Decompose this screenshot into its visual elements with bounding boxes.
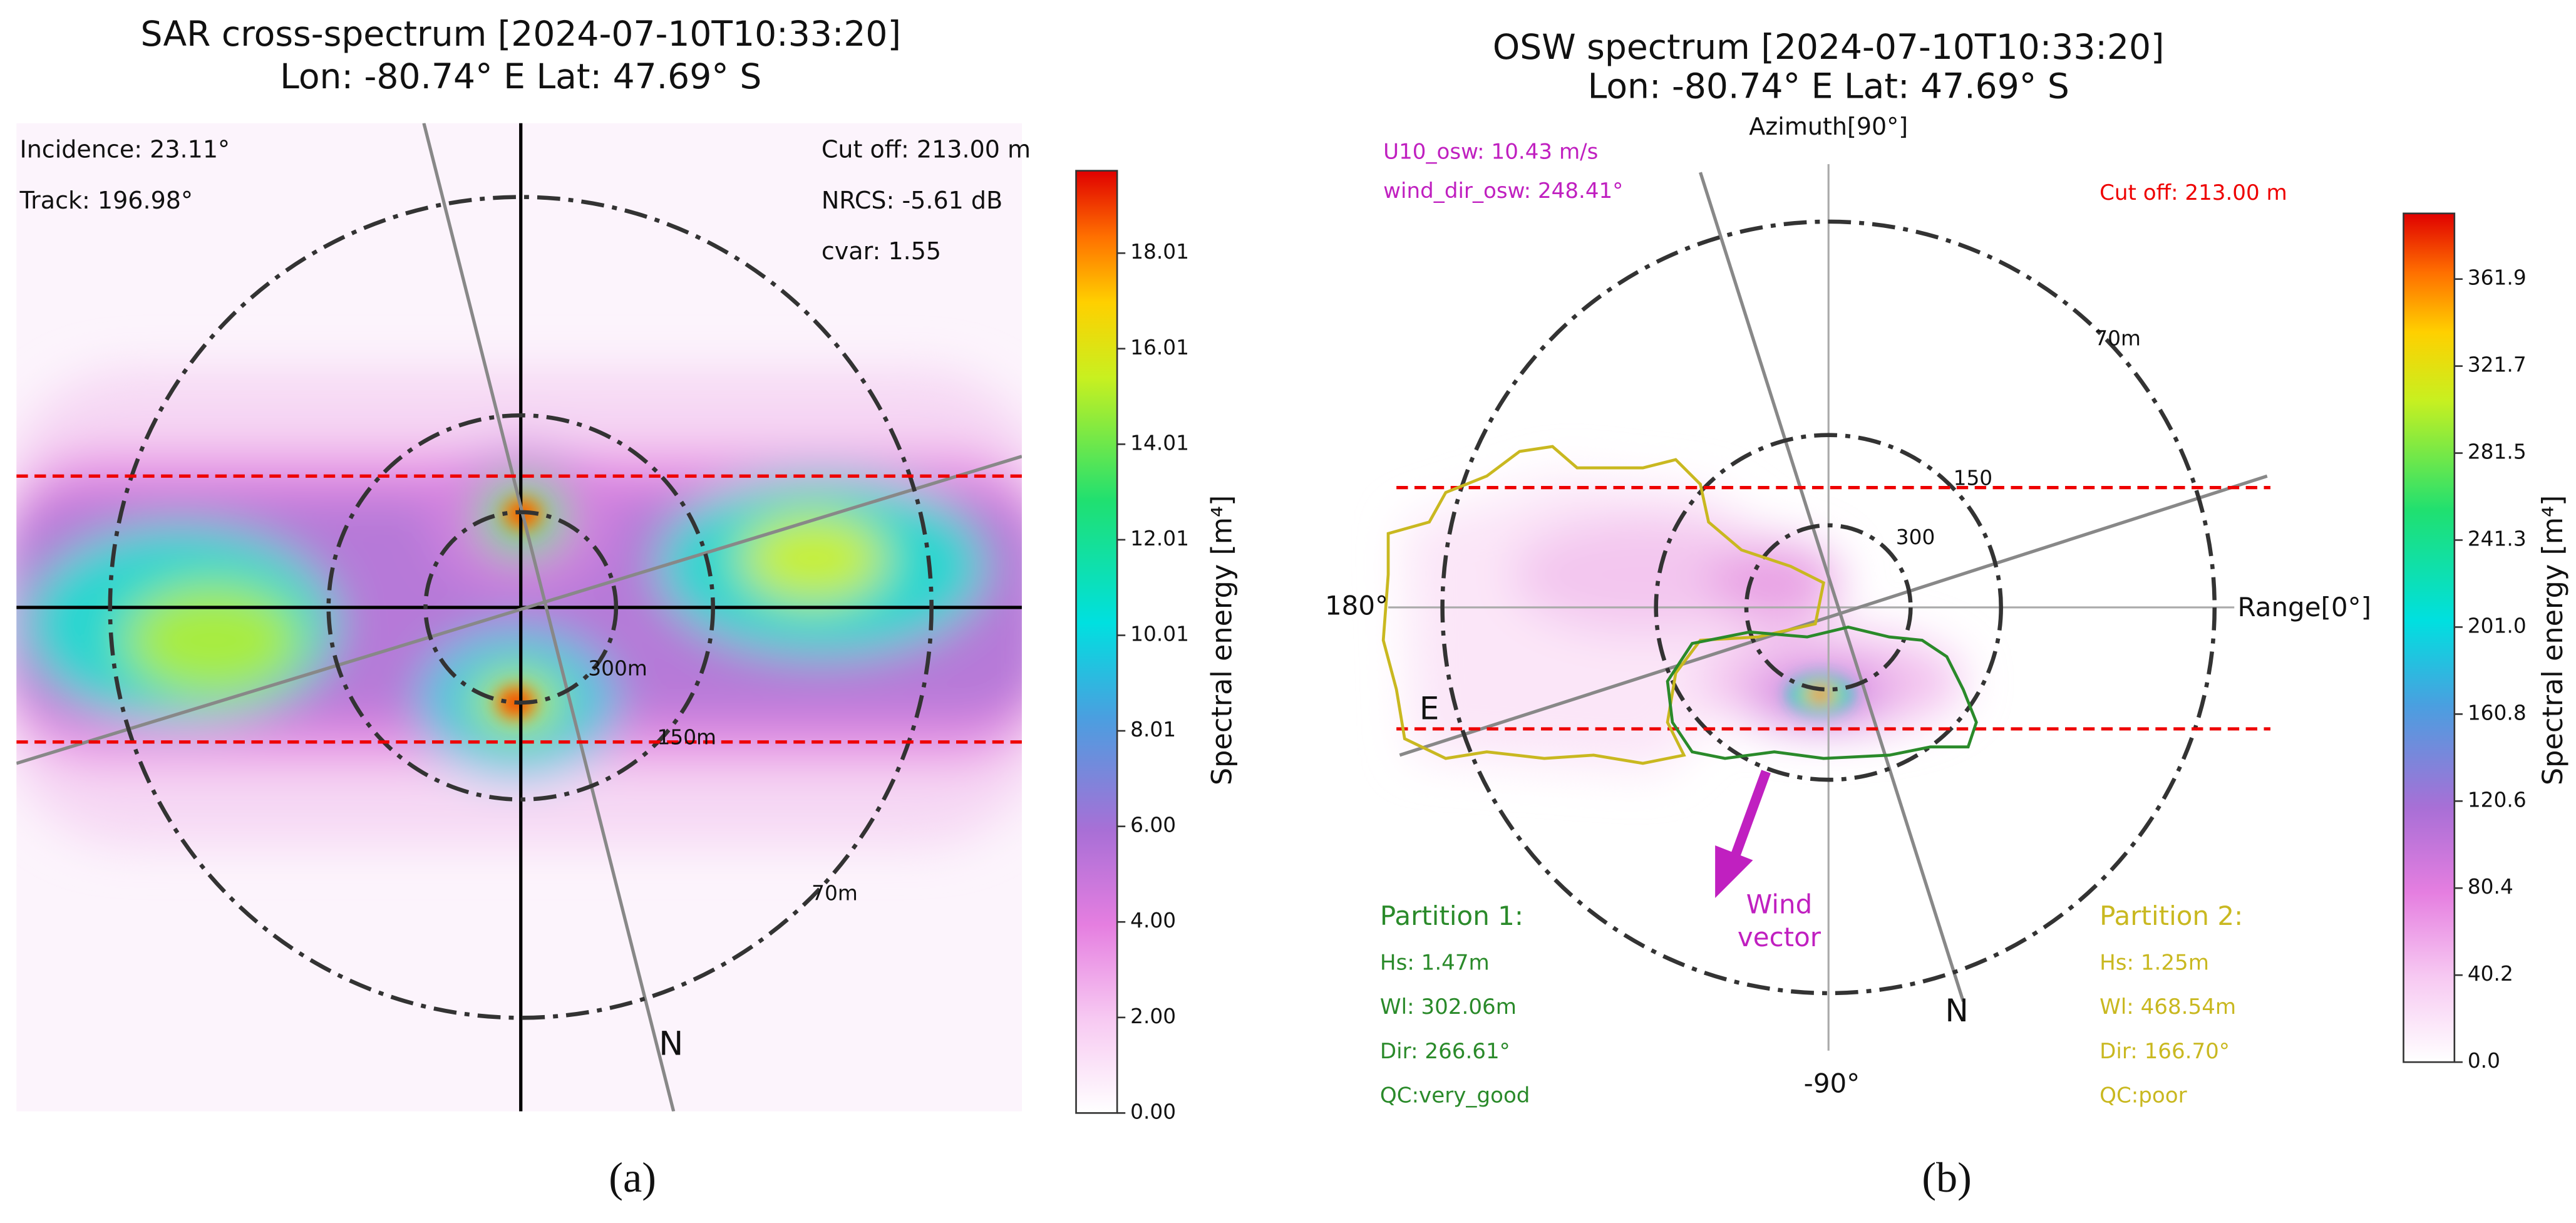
colorbar-tick-label: 0.00 (1130, 1100, 1176, 1123)
ring-label: 70m (811, 882, 858, 906)
annotation: Cut off: 213.00 m (2099, 180, 2287, 205)
colorbar-tick-label: 18.01 (1130, 240, 1189, 264)
wind-label: vector (1738, 922, 1821, 952)
annotation: Track: 196.98° (19, 187, 193, 214)
ring-label: 300m (588, 657, 647, 681)
annotation: cvar: 1.55 (822, 237, 941, 265)
colorbar-tick-label: 12.01 (1130, 527, 1189, 550)
ring-label: 150m (657, 726, 716, 750)
partition-1: Partition 1: Hs: 1.47m Wl: 302.06m Dir: … (1380, 900, 1530, 1108)
partition-value: Hs: 1.47m (1380, 950, 1490, 975)
axis-label: Range[0°] (2238, 592, 2371, 622)
colorbar-tick-label: 160.8 (2468, 701, 2527, 725)
partition-value: Wl: 302.06m (1380, 994, 1517, 1019)
colorbar-label: Spectral energy [m⁴] (1206, 495, 1239, 786)
axis-label: -90° (1804, 1068, 1860, 1098)
partition-value: Hs: 1.25m (2099, 950, 2209, 975)
colorbar-tick-label: 40.2 (2468, 962, 2513, 986)
partition-value: Dir: 266.61° (1380, 1039, 1510, 1064)
colorbar-tick-label: 8.01 (1130, 718, 1176, 741)
colorbar-a (1075, 170, 1118, 1114)
spectrum-b (1381, 164, 2270, 1051)
subtitle: Lon: -80.74° E Lat: 47.69° S (280, 56, 761, 96)
caption: (b) (1922, 1153, 1972, 1201)
colorbar-tick-label: 16.01 (1130, 336, 1189, 359)
colorbar-tick-label: 201.0 (2468, 614, 2527, 637)
partition-title: Partition 2: (2099, 900, 2243, 931)
ring-label: 70m (2094, 327, 2141, 351)
wind-arrow (1715, 770, 1771, 898)
annotation: Incidence: 23.11° (19, 136, 230, 163)
ring-label: 300 (1896, 525, 1935, 549)
colorbar-tick-label: 2.00 (1130, 1004, 1176, 1028)
wind-label: Wind (1746, 889, 1812, 920)
colorbar-tick-label: 14.01 (1130, 431, 1189, 455)
colorbar-b (2403, 212, 2456, 1063)
colorbar-tick-label: 0.0 (2468, 1049, 2500, 1073)
partition-title: Partition 1: (1380, 900, 1523, 931)
partition-value: Dir: 166.70° (2099, 1039, 2230, 1064)
partition-value: QC:very_good (1380, 1083, 1530, 1108)
colorbar-tick-label: 281.5 (2468, 440, 2527, 464)
annotation: wind_dir_osw: 248.41° (1383, 178, 1623, 204)
ring-label: 150 (1954, 466, 1993, 490)
annotation: NRCS: -5.61 dB (822, 187, 1002, 214)
spectrum-a (16, 123, 1022, 1112)
caption: (a) (609, 1153, 656, 1201)
axis-label: Azimuth[90°] (1749, 113, 1908, 140)
colorbar-tick-label: 361.9 (2468, 266, 2527, 290)
colorbar-tick-label: 321.7 (2468, 353, 2527, 377)
partition-value: QC:poor (2099, 1083, 2187, 1108)
east-label: E (1419, 691, 1439, 727)
colorbar-tick-label: 241.3 (2468, 527, 2527, 550)
annotation: Cut off: 213.00 m (822, 136, 1031, 163)
colorbar-tick-label: 120.6 (2468, 788, 2527, 812)
colorbar-tick-label: 10.01 (1130, 622, 1189, 646)
axis-label: 180° (1325, 590, 1388, 621)
annotation: U10_osw: 10.43 m/s (1383, 139, 1598, 164)
subtitle: Lon: -80.74° E Lat: 47.69° S (1588, 66, 2069, 106)
partition-2: Partition 2: Hs: 1.25m Wl: 468.54m Dir: … (2099, 900, 2243, 1108)
title: SAR cross-spectrum [2024-07-10T10:33:20] (140, 14, 901, 54)
colorbar-label: Spectral energy [m⁴] (2537, 495, 2569, 786)
colorbar-tick-label: 6.00 (1130, 813, 1176, 837)
title: OSW spectrum [2024-07-10T10:33:20] (1493, 27, 2165, 67)
partition-value: Wl: 468.54m (2099, 994, 2236, 1019)
north-label: N (659, 1025, 683, 1063)
north-label: N (1945, 993, 1968, 1029)
colorbar-tick-label: 4.00 (1130, 909, 1176, 932)
colorbar-tick-label: 80.4 (2468, 875, 2513, 899)
